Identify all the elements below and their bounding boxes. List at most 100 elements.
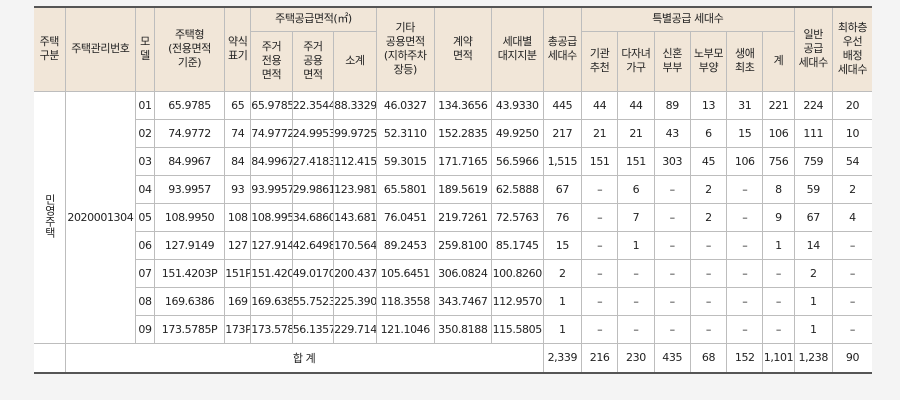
totals-elderly: 68 [689,342,728,374]
totals-special-total: 1,101 [762,342,795,374]
cell-special-total: – [762,258,795,288]
cell-short-label: 74 [224,118,252,148]
header-common-area: 주거 공용 면적 [291,30,335,92]
cell-housing-type: 127.9149 [153,230,226,260]
cell-institution: – [580,202,619,232]
totals-general-supply: 1,238 [793,342,833,374]
cell-lowest-floor: 4 [831,202,872,232]
header-other-common-area: 기타 공용면적 (지하주차 장등) [375,6,435,92]
cell-newlywed: – [653,314,691,344]
cell-lowest-floor: 2 [831,174,872,204]
cell-land-share: 62.5888 [490,174,544,204]
cell-newlywed: – [653,230,691,260]
cell-land-share: 72.5763 [490,202,544,232]
cell-elderly: 2 [689,174,728,204]
cell-newlywed: 303 [653,146,691,176]
cell-land-share: 43.9330 [490,90,544,120]
housing-category-label: 민영주택 [43,193,57,238]
cell-contract-area: 152.2835 [433,118,492,148]
cell-multi-child: – [617,286,655,316]
cell-short-label: 84 [224,146,252,176]
cell-short-label: 127 [224,230,252,260]
cell-subtotal: 225.3909 [333,286,377,316]
cell-exclusive-area: 84.9967 [250,146,293,176]
cell-first-time: – [726,174,764,204]
cell-short-label: 169 [224,286,252,316]
header-supply-area-group: 주택공급면적(㎡) [250,6,377,32]
cell-contract-area: 134.3656 [433,90,492,120]
cell-subtotal: 99.9725 [333,118,377,148]
cell-multi-child: 1 [617,230,655,260]
cell-housing-type: 173.5785P [153,314,226,344]
cell-housing-type: 151.4203P [153,258,226,288]
cell-institution: – [580,230,619,260]
cell-short-label: 65 [224,90,252,120]
cell-first-time: 106 [726,146,764,176]
cell-total-supply: 15 [542,230,583,260]
cell-total-supply: 76 [542,202,583,232]
cell-institution: – [580,174,619,204]
header-newlywed: 신혼 부부 [653,30,691,92]
cell-elderly: – [689,230,728,260]
cell-elderly: 13 [689,90,728,120]
cell-land-share: 115.5805 [490,314,544,344]
header-lowest-floor-priority: 최하층 우선 배정 세대수 [831,6,872,92]
cell-lowest-floor: – [831,258,872,288]
cell-contract-area: 259.8100 [433,230,492,260]
cell-model: 05 [135,202,155,232]
cell-newlywed: 89 [653,90,691,120]
cell-common-area: 56.1357 [291,314,335,344]
cell-general-supply: 14 [793,230,833,260]
cell-contract-area: 189.5619 [433,174,492,204]
table-row: 05108.9950108108.995034.6860143.681076.0… [34,202,872,232]
totals-multi-child: 230 [617,342,655,374]
cell-multi-child: 6 [617,174,655,204]
cell-special-total: 1 [762,230,795,260]
cell-land-share: 85.1745 [490,230,544,260]
cell-other-common-area: 76.0451 [375,202,435,232]
cell-total-supply: 217 [542,118,583,148]
header-land-share: 세대별 대지지분 [490,6,544,92]
cell-contract-area: 219.7261 [433,202,492,232]
totals-total-supply: 2,339 [542,342,583,374]
cell-model: 01 [135,90,155,120]
cell-institution: 44 [580,90,619,120]
cell-exclusive-area: 169.6386 [250,286,293,316]
cell-model: 08 [135,286,155,316]
cell-special-total: 756 [762,146,795,176]
cell-lowest-floor: 20 [831,90,872,120]
cell-housing-type: 108.9950 [153,202,226,232]
housing-supply-table-container: 주택 구분 주택관리번호 모 델 주택형 (전용면적 기준) 약식 표기 주택공… [34,6,872,374]
totals-newlywed: 435 [653,342,691,374]
cell-newlywed: 43 [653,118,691,148]
cell-special-total: – [762,314,795,344]
table-row: 08169.6386169169.638655.7523225.3909118.… [34,286,872,316]
table-row: 민영주택 2020001304 01 65.9785 65 65.9785 22.354… [34,90,872,344]
cell-exclusive-area: 65.9785 [250,90,293,120]
totals-institution: 216 [580,342,619,374]
cell-contract-area: 350.8188 [433,314,492,344]
cell-first-time: 15 [726,118,764,148]
cell-contract-area: 343.7467 [433,286,492,316]
header-contract-area: 계약 면적 [433,6,492,92]
cell-elderly: – [689,314,728,344]
cell-exclusive-area: 151.4203 [250,258,293,288]
cell-multi-child: 151 [617,146,655,176]
cell-elderly: – [689,258,728,288]
cell-other-common-area: 65.5801 [375,174,435,204]
housing-supply-table: 주택 구분 주택관리번호 모 델 주택형 (전용면적 기준) 약식 표기 주택공… [34,6,872,374]
cell-lowest-floor: – [831,286,872,316]
cell-housing-type: 84.9967 [153,146,226,176]
cell-exclusive-area: 127.9149 [250,230,293,260]
header-housing-category: 주택 구분 [34,6,66,92]
cell-elderly: 45 [689,146,728,176]
cell-subtotal: 123.9818 [333,174,377,204]
cell-multi-child: 44 [617,90,655,120]
cell-short-label: 151P [224,258,252,288]
cell-elderly: – [689,286,728,316]
cell-other-common-area: 105.6451 [375,258,435,288]
cell-special-total: 221 [762,90,795,120]
cell-multi-child: 21 [617,118,655,148]
cell-elderly: 6 [689,118,728,148]
cell-multi-child: – [617,314,655,344]
